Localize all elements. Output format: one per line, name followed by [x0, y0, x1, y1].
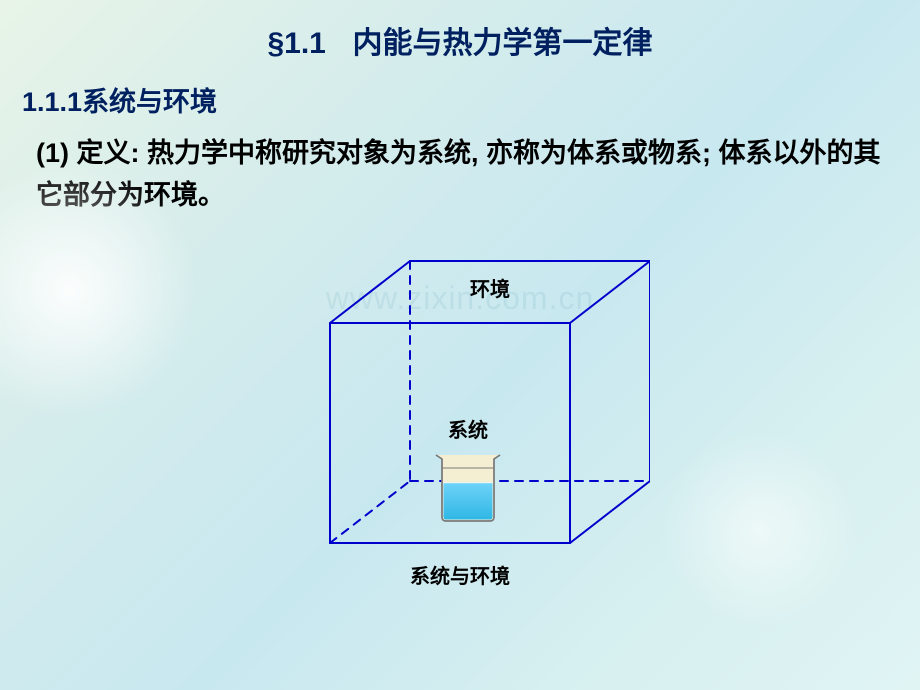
- section-prefix: §1.1: [267, 27, 325, 60]
- svg-text:系统与环境: 系统与环境: [410, 564, 510, 588]
- title-text: 内能与热力学第一定律: [353, 27, 653, 60]
- definition-paragraph: (1) 定义: 热力学中称研究对象为系统, 亦称为体系或物系; 体系以外的其它部…: [0, 119, 920, 217]
- system-environment-diagram: 环境系统系统与环境: [270, 223, 650, 603]
- svg-text:系统: 系统: [448, 418, 488, 442]
- subheading-text: 1.1.1系统与环境: [22, 87, 217, 117]
- diagram-container: 环境系统系统与环境: [0, 223, 920, 603]
- page-title: §1.1 内能与热力学第一定律: [0, 0, 920, 62]
- subheading: 1.1.1系统与环境: [0, 62, 920, 119]
- svg-text:环境: 环境: [470, 277, 510, 301]
- paragraph-text: (1) 定义: 热力学中称研究对象为系统, 亦称为体系或物系; 体系以外的其它部…: [36, 138, 881, 210]
